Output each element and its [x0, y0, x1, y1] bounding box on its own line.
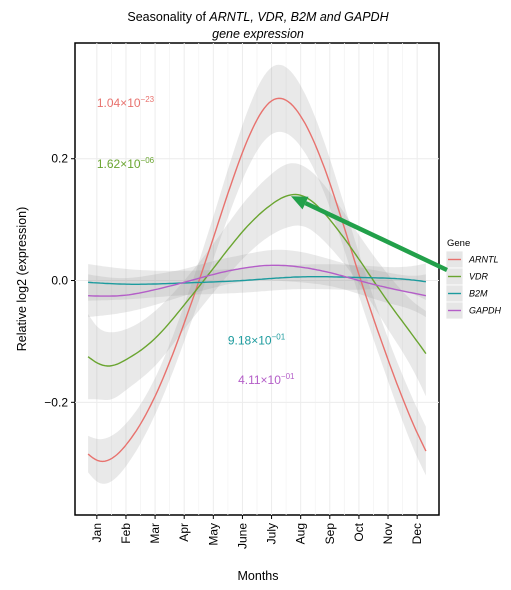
p-value-gapdh: 4.11×10−01: [238, 372, 295, 387]
chart-title-line2: gene expression: [212, 27, 304, 41]
p-value-base: 4.11×10: [238, 373, 281, 387]
y-tick-label: 0.2: [51, 152, 68, 166]
p-value-base: 1.62×10: [97, 157, 141, 171]
x-tick-label: Jan: [90, 523, 104, 542]
legend-label-gapdh: GAPDH: [469, 306, 502, 316]
line-b2m: [88, 276, 426, 285]
legend-title: Gene: [447, 238, 470, 249]
p-value-exponent: −01: [281, 372, 295, 381]
p-value-arntl: 1.04×10−23: [97, 95, 155, 110]
y-tick-label: −0.2: [44, 395, 68, 409]
y-axis: −0.2 0.0 0.2: [44, 152, 75, 409]
p-value-base: 1.04×10: [97, 96, 141, 110]
grid-lines: [75, 43, 439, 515]
p-value-b2m: 9.18×10−01: [228, 332, 286, 347]
x-tick-label: Sep: [323, 523, 337, 545]
vdr-peak-arrow: [291, 196, 448, 273]
line-gapdh: [88, 264, 427, 297]
chart-title-line1: Seasonality of ARNTL, VDR, B2M and GAPDH: [127, 10, 389, 24]
p-value-exponent: −23: [141, 95, 155, 104]
chart-title-genes: ARNTL, VDR, B2M and GAPDH: [208, 10, 389, 24]
line-arntl: [87, 97, 427, 463]
x-tick-label: Aug: [294, 523, 308, 544]
x-tick-label: Nov: [381, 523, 395, 544]
band-b2m: [88, 263, 426, 301]
y-axis-title: Relative log2 (expression): [15, 207, 29, 352]
x-tick-label: Feb: [119, 523, 133, 544]
p-value-vdr: 1.62×10−06: [97, 156, 155, 171]
arrow-head: [291, 196, 309, 210]
band-gapdh: [88, 249, 426, 318]
legend: Gene ARNTL VDR B2M GAPDH: [445, 238, 502, 320]
x-tick-label: Oct: [352, 522, 366, 541]
x-tick-label: Mar: [148, 523, 162, 544]
p-value-annotations: 1.04×10−231.62×10−069.18×10−014.11×10−01: [97, 95, 295, 387]
p-value-exponent: −06: [141, 156, 155, 165]
x-axis: Jan Feb Mar Apr May June July Aug Sep Oct Nov Dec: [90, 515, 424, 549]
series-lines: [87, 97, 427, 463]
legend-label-vdr: VDR: [469, 272, 489, 282]
legend-label-b2m: B2M: [469, 289, 488, 299]
x-tick-label: Apr: [177, 523, 191, 542]
x-tick-label: Dec: [410, 523, 424, 544]
x-tick-label: June: [235, 523, 249, 549]
x-tick-label: July: [265, 523, 279, 544]
x-axis-title: Months: [238, 569, 279, 583]
x-tick-label: May: [206, 523, 220, 546]
p-value-base: 9.18×10: [228, 333, 272, 347]
legend-label-arntl: ARNTL: [468, 255, 499, 265]
p-value-exponent: −01: [272, 332, 286, 341]
arrow-shaft: [304, 201, 448, 273]
line-vdr: [87, 193, 427, 367]
chart-title-prefix: Seasonality of: [127, 10, 209, 24]
y-tick-label: 0.0: [51, 274, 68, 288]
